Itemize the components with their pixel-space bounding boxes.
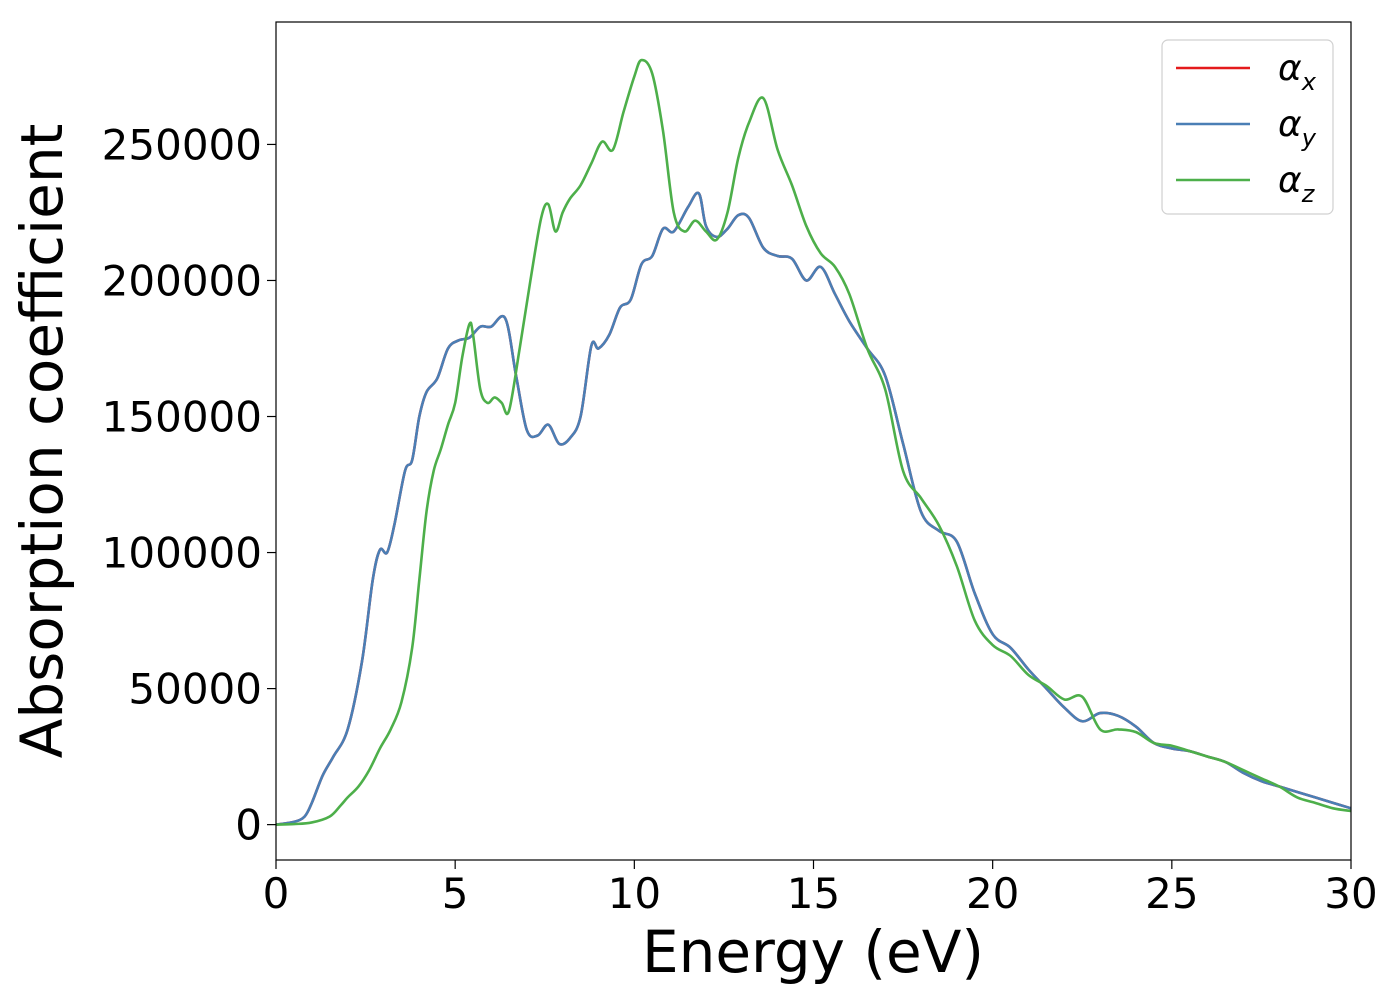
y-tick-label: 200000 <box>102 256 262 305</box>
y-tick-label: 150000 <box>102 393 262 442</box>
series-layer <box>275 58 1352 826</box>
series-line-z <box>275 58 1352 826</box>
x-tick-label: 5 <box>442 869 469 918</box>
x-tick-label: 30 <box>1324 869 1377 918</box>
y-tick-label: 50000 <box>128 665 262 714</box>
x-tick-label: 10 <box>608 869 661 918</box>
y-axis: 0 50000 100000 150000 200000 250000 <box>102 120 276 850</box>
x-tick-label: 15 <box>787 869 840 918</box>
y-axis-label: Absorption coefficient <box>8 124 76 759</box>
y-tick-label: 0 <box>235 801 262 850</box>
x-axis: 0 5 10 15 20 25 30 <box>263 860 1378 918</box>
series-line-y <box>275 191 1352 826</box>
y-tick-label: 100000 <box>102 529 262 578</box>
x-tick-label: 25 <box>1145 869 1198 918</box>
x-tick-label: 0 <box>263 869 290 918</box>
y-tick-label: 250000 <box>102 120 262 169</box>
legend-box <box>1161 39 1334 215</box>
x-tick-label: 20 <box>966 869 1019 918</box>
x-axis-label: Energy (eV) <box>642 918 984 986</box>
